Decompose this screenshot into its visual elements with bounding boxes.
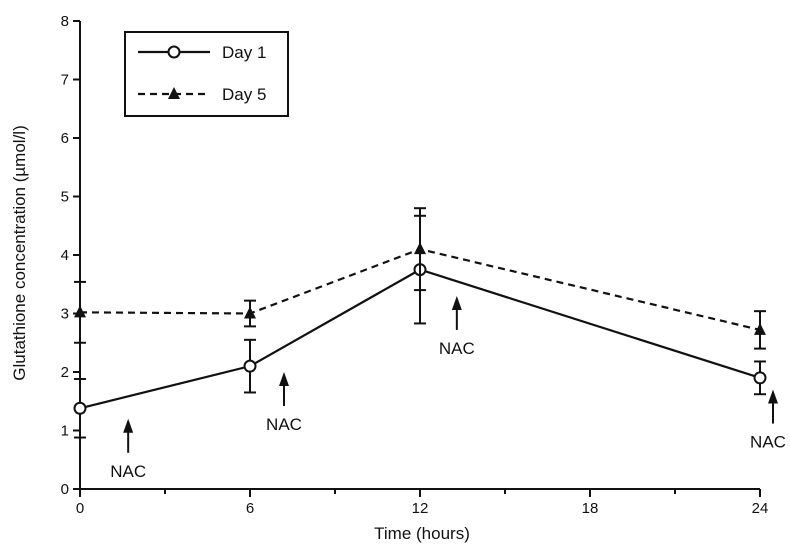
arrow-up-icon: [279, 372, 289, 386]
x-axis-title: Time (hours): [374, 524, 470, 543]
data-point-day5: [414, 242, 426, 255]
annotation-layer: NAC NAC NAC NAC: [110, 295, 786, 481]
y-tick-label: 8: [61, 13, 69, 30]
x-tick-label: 12: [412, 500, 429, 517]
nac-annotation: NAC: [266, 372, 302, 434]
nac-label: NAC: [750, 433, 786, 452]
x-tick-label: 6: [246, 500, 254, 517]
x-tick-label: 24: [752, 500, 769, 517]
legend-label: Day 1: [222, 43, 266, 62]
y-tick-label: 1: [61, 423, 69, 440]
series-layer: [73, 207, 767, 439]
x-tick-label: 0: [76, 500, 84, 517]
series-day5: [74, 207, 766, 350]
y-tick-label: 2: [61, 364, 69, 381]
series-day1: [73, 214, 767, 439]
nac-label: NAC: [439, 339, 475, 358]
nac-label: NAC: [110, 462, 146, 481]
series-line: [79, 268, 761, 410]
legend-box: [124, 31, 289, 117]
nac-annotation: NAC: [110, 418, 146, 481]
x-tick-label: 18: [582, 500, 599, 517]
data-point-day5: [244, 306, 256, 319]
y-tick-label: 0: [61, 481, 69, 498]
y-axis-title: Glutathione concentration (µmol/l): [10, 125, 29, 380]
y-tick-label: 5: [61, 189, 69, 206]
y-tick-label: 3: [61, 306, 69, 323]
legend-label: Day 5: [222, 85, 266, 104]
data-point-day5: [168, 87, 180, 99]
y-tick-label: 4: [61, 247, 69, 264]
y-tick-label: 6: [61, 130, 69, 147]
y-tick-label: 7: [61, 72, 69, 89]
data-point-day1: [753, 371, 767, 385]
nac-annotation: NAC: [750, 389, 786, 452]
data-point-day1: [73, 401, 87, 415]
nac-annotation: NAC: [439, 295, 475, 358]
data-point-day1: [243, 359, 257, 373]
series-line: [79, 248, 761, 331]
nac-label: NAC: [266, 415, 302, 434]
arrow-up-icon: [123, 418, 134, 433]
data-point-day5: [754, 322, 766, 335]
arrow-up-icon: [451, 295, 462, 310]
legend: Day 1 Day 5: [124, 31, 289, 117]
data-point-day5: [74, 305, 86, 318]
arrow-up-icon: [768, 389, 778, 404]
data-point-day1: [167, 45, 181, 59]
